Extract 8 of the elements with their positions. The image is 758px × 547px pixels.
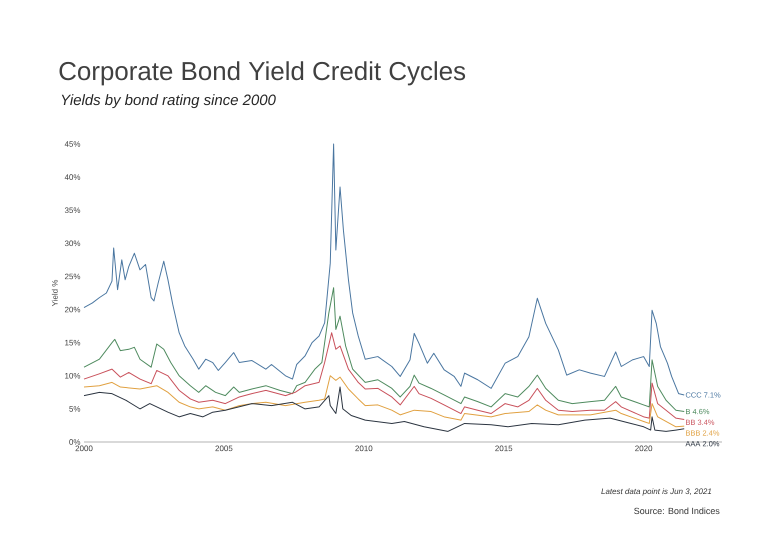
line-series	[84, 386, 685, 432]
chart-title: Corporate Bond Yield Credit Cycles	[60, 61, 466, 86]
line-series	[84, 143, 685, 396]
line-series	[84, 287, 685, 412]
line-series	[84, 332, 685, 420]
chart-subtitle: Yields by bond rating since 2000	[62, 94, 276, 108]
source-note: Source: Bond Indices	[634, 508, 720, 514]
line-series	[84, 375, 685, 428]
